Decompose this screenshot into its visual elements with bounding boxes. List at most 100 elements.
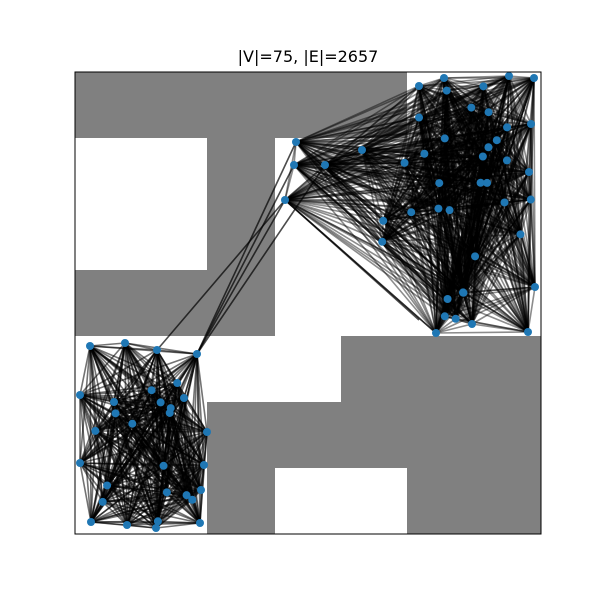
graph-edge — [435, 123, 532, 334]
graph-edge — [79, 430, 97, 464]
graph-edge — [94, 430, 104, 502]
graph-edge — [486, 127, 508, 184]
graph-edge — [94, 430, 193, 501]
graph-edge — [446, 123, 532, 300]
graph-edge — [94, 382, 178, 432]
graph-edge — [284, 199, 464, 294]
graph-edge — [94, 412, 117, 432]
graph-edge — [418, 116, 446, 140]
graph-edge — [94, 430, 108, 486]
graph-edge — [79, 345, 91, 396]
graph-edge — [295, 141, 529, 333]
graph-edge — [131, 423, 193, 501]
graph-edge — [295, 85, 484, 143]
graph-edge — [446, 90, 506, 203]
graph-edge — [381, 107, 472, 243]
graph-edge — [361, 149, 437, 334]
graph-edge — [437, 75, 510, 209]
graph-edge — [382, 220, 473, 325]
graph-edge — [410, 77, 445, 213]
graph-edge — [418, 116, 508, 162]
graph-node — [292, 138, 300, 146]
graph-edge — [462, 107, 473, 293]
graph-edge — [382, 220, 457, 320]
graph-edge — [361, 149, 425, 155]
graph-edge — [508, 75, 532, 125]
graph-edge — [403, 162, 449, 300]
graph-edge — [418, 116, 484, 158]
graph-edge — [444, 137, 482, 184]
graph-edge — [471, 171, 530, 325]
graph-edge — [284, 149, 363, 201]
graph-edge — [403, 90, 448, 164]
graph-edge — [284, 199, 420, 321]
graph-node — [379, 216, 388, 225]
graph-edge — [196, 199, 286, 355]
graph-edge — [404, 77, 535, 164]
graph-edge — [445, 90, 464, 293]
graph-edge — [486, 77, 535, 184]
edge-layer — [79, 75, 536, 529]
graph-edge — [404, 162, 488, 184]
graph-edge — [470, 107, 490, 148]
graph-edge — [410, 123, 532, 213]
graph-edge — [444, 112, 490, 317]
graph-edge — [156, 349, 178, 384]
graph-edge — [418, 85, 484, 119]
graph-edge — [443, 138, 465, 293]
graph-edge — [462, 147, 490, 293]
graph-edge — [361, 149, 457, 320]
graph-edge — [418, 85, 489, 148]
graph-edge — [324, 164, 530, 173]
obstacle-region — [341, 336, 541, 402]
graph-edge — [482, 156, 522, 235]
graph-edge — [446, 182, 488, 300]
graph-edge — [487, 75, 510, 113]
graph-edge — [496, 139, 530, 173]
graph-edge — [496, 75, 510, 141]
graph-edge — [293, 164, 464, 294]
graph-edge — [418, 75, 510, 87]
graph-edge — [404, 139, 497, 164]
graph-edge — [437, 208, 529, 333]
graph-node — [196, 519, 204, 527]
graph-edge — [508, 75, 535, 79]
graph-edge — [444, 90, 448, 317]
graph-edge — [403, 162, 440, 210]
graph-edge — [480, 182, 506, 204]
graph-edge — [418, 116, 506, 204]
graph-edge — [503, 77, 535, 203]
graph-edge — [446, 90, 536, 288]
graph-edge — [382, 137, 446, 222]
graph-node — [435, 179, 444, 188]
graph-edge — [462, 112, 490, 293]
graph-edge — [435, 202, 506, 334]
graph-edge — [418, 117, 441, 184]
graph-edge — [448, 210, 457, 319]
graph-edge — [295, 89, 447, 143]
graph-edge — [438, 138, 446, 184]
graph-edge — [496, 139, 536, 288]
graph-edge — [506, 160, 532, 200]
graph-edge — [528, 171, 532, 200]
graph-edge — [446, 86, 485, 300]
graph-edge — [496, 140, 522, 235]
graph-node — [476, 178, 485, 187]
graph-edge — [438, 182, 488, 210]
graph-node — [432, 329, 440, 337]
graph-edge — [94, 430, 159, 522]
graph-edge — [382, 153, 426, 222]
graph-edge — [455, 233, 522, 320]
graph-edge — [483, 77, 535, 88]
graph-edge — [293, 85, 484, 166]
graph-edge — [470, 107, 508, 161]
graph-edge — [480, 159, 508, 184]
graph-edge — [418, 77, 445, 87]
graph-edge — [381, 77, 535, 243]
graph-edge — [410, 111, 490, 213]
graph-edge — [435, 160, 508, 334]
graph-edge — [157, 520, 201, 524]
graph-edge — [284, 75, 510, 201]
graph-edge — [446, 90, 522, 235]
